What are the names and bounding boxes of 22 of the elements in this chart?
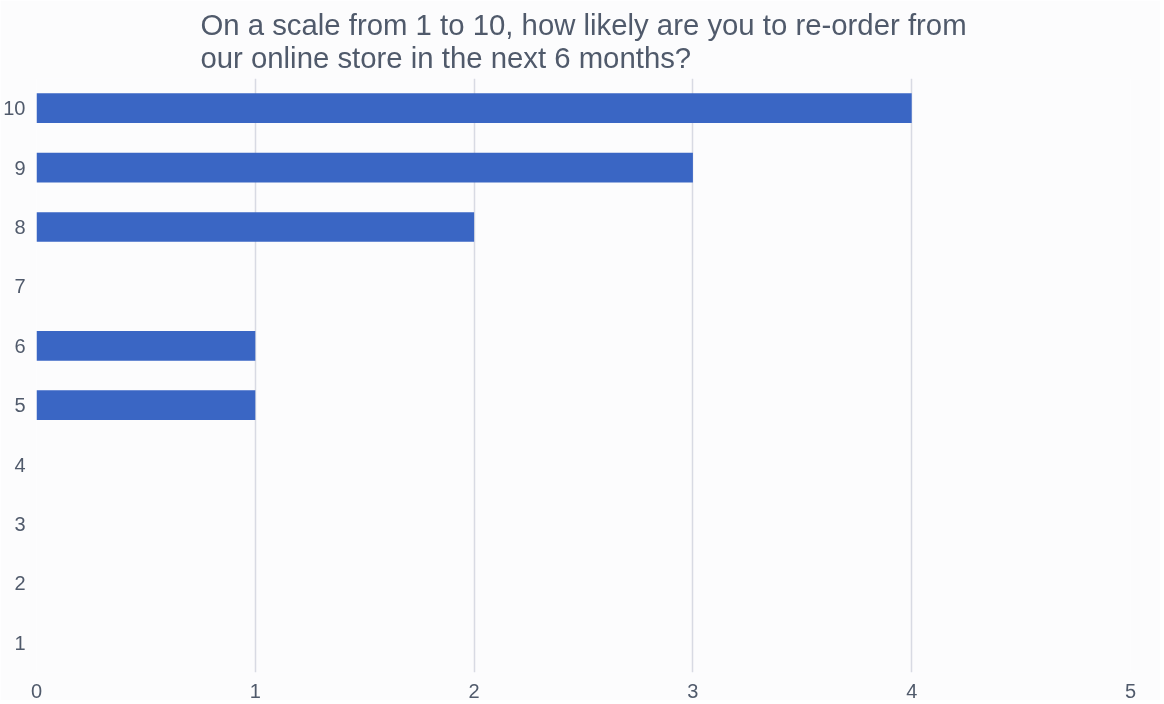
y-tick-label: 8 [14, 216, 26, 238]
y-tick-label: 2 [14, 572, 26, 595]
y-tick-label: 10 [3, 97, 26, 120]
y-tick-label: 7 [14, 275, 26, 298]
y-tick-label: 5 [14, 394, 26, 417]
y-tick-label: 1 [14, 631, 26, 654]
x-tick-label: 1 [249, 679, 261, 702]
x-tick-label: 2 [468, 679, 480, 702]
bar [36, 152, 693, 183]
y-tick-label: 3 [14, 513, 26, 535]
x-tick-label: 0 [30, 679, 43, 702]
bar [36, 212, 475, 242]
x-tick-label: 4 [906, 679, 918, 702]
bar [36, 93, 912, 124]
y-tick-label: 6 [14, 334, 26, 357]
x-tick-label: 5 [1124, 679, 1137, 702]
y-tick-label: 4 [14, 453, 26, 476]
bar [36, 390, 256, 421]
chart-title: On a scale from 1 to 10, how likely are you to re-order from our online store in the next 6 months? [200, 7, 967, 74]
x-tick-label: 3 [687, 679, 699, 702]
y-tick-label: 9 [14, 156, 26, 179]
bar [36, 330, 256, 361]
